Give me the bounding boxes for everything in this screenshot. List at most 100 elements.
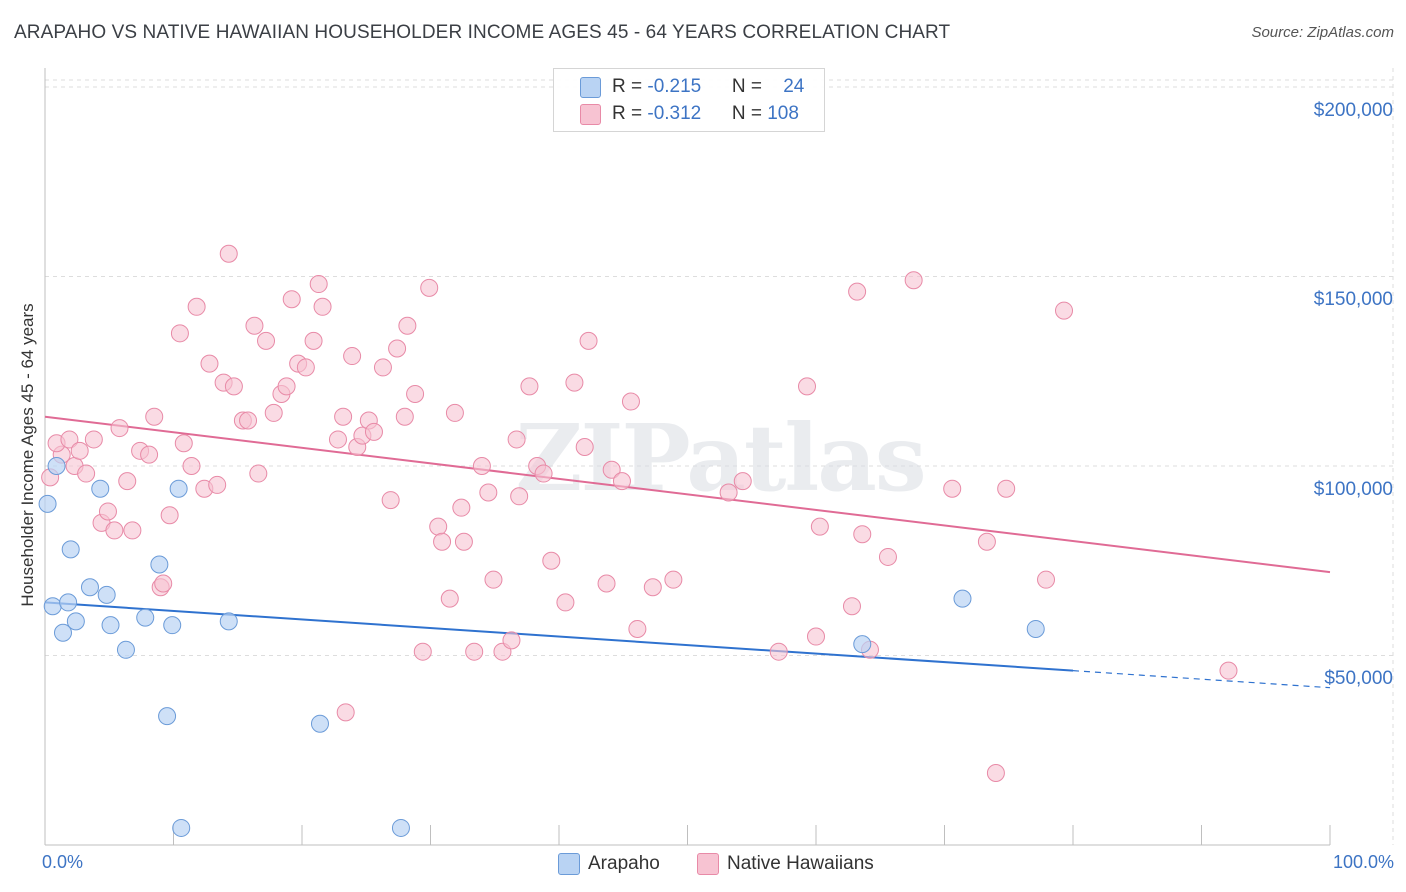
hawaiian-point bbox=[643, 578, 662, 597]
hawaiian-point bbox=[264, 403, 283, 422]
hawaiian-point bbox=[853, 525, 872, 544]
hawaiian-point bbox=[160, 506, 179, 525]
arapaho-point bbox=[169, 479, 188, 498]
hawaiian-point bbox=[304, 331, 323, 350]
trend-line-arapaho-extension bbox=[1072, 670, 1331, 689]
hawaiian-point bbox=[257, 331, 276, 350]
arapaho-legend-label: Arapaho bbox=[588, 853, 660, 874]
hawaiian-point bbox=[597, 574, 616, 593]
arapaho-point bbox=[219, 612, 238, 631]
hawaiian-point bbox=[807, 627, 825, 646]
hawaiian-point bbox=[105, 521, 124, 540]
hawaiian-point bbox=[84, 430, 103, 449]
hawaiian-point bbox=[413, 642, 432, 661]
hawaiian-point bbox=[465, 642, 484, 661]
x-tick-label-max: 100.0% bbox=[1332, 852, 1394, 872]
hawaiian-point bbox=[628, 619, 647, 638]
arapaho-legend-swatch bbox=[558, 853, 580, 875]
y-tick-label: $150,000 bbox=[1313, 289, 1393, 311]
hawaiian-point bbox=[277, 377, 296, 396]
hawaiian-r-label: R = bbox=[612, 103, 648, 124]
hawaiian-point bbox=[381, 491, 400, 510]
hawaiian-point bbox=[187, 297, 206, 316]
hawaiian-point bbox=[174, 434, 193, 453]
hawaiian-point bbox=[848, 282, 867, 301]
trend-lines bbox=[44, 415, 1331, 689]
source-label: Source: ZipAtlas.com bbox=[1251, 24, 1394, 41]
hawaiian-point bbox=[200, 354, 219, 373]
hawaiian-point bbox=[542, 551, 561, 570]
correlation-legend: R = -0.215 N = 24 R = -0.312 N = 108 bbox=[553, 68, 825, 132]
hawaiian-point bbox=[398, 316, 417, 335]
hawaiian-point bbox=[282, 290, 301, 309]
data-points bbox=[38, 244, 1238, 837]
arapaho-point bbox=[391, 818, 410, 837]
hawaiian-point bbox=[472, 456, 491, 475]
arapaho-point bbox=[172, 818, 191, 837]
arapaho-point bbox=[59, 593, 78, 612]
hawaiian-point bbox=[977, 532, 996, 551]
hawaiian-point bbox=[502, 631, 521, 650]
arapaho-point bbox=[853, 635, 872, 654]
hawaiian-point bbox=[420, 278, 439, 297]
hawaiian-point bbox=[575, 438, 594, 457]
hawaiian-n-value: 108 bbox=[767, 103, 799, 124]
arapaho-r-value: -0.215 bbox=[647, 76, 702, 97]
hawaiian-point bbox=[733, 472, 752, 491]
hawaiian-point bbox=[395, 407, 414, 426]
watermark: ZIPatlas bbox=[515, 404, 924, 512]
hawaiian-point bbox=[98, 502, 117, 521]
hawaiian-point bbox=[534, 464, 553, 483]
hawaiian-r-value: -0.312 bbox=[647, 103, 702, 124]
hawaiian-n-label: N = bbox=[731, 103, 768, 124]
hawaiian-point bbox=[239, 411, 258, 430]
hawaiian-point bbox=[798, 377, 817, 396]
arapaho-r-label: R = bbox=[612, 76, 648, 97]
arapaho-point bbox=[53, 623, 72, 642]
arapaho-n-value: 24 bbox=[783, 76, 805, 97]
hawaiian-point bbox=[406, 384, 425, 403]
hawaiian-point bbox=[612, 472, 631, 491]
hawaiian-point bbox=[810, 517, 829, 536]
hawaiian-point bbox=[579, 331, 598, 350]
arapaho-point bbox=[1026, 619, 1045, 638]
hawaiian-point bbox=[878, 547, 897, 566]
hawaiian-point bbox=[328, 430, 347, 449]
arapaho-point bbox=[43, 597, 62, 616]
hawaiian-point bbox=[60, 430, 79, 449]
y-tick-label: $200,000 bbox=[1313, 99, 1393, 121]
arapaho-n-label: N = bbox=[731, 76, 768, 97]
hawaiian-point bbox=[313, 297, 332, 316]
hawaiian-point bbox=[219, 244, 238, 263]
arapaho-point bbox=[310, 714, 329, 733]
hawaiian-point bbox=[429, 517, 448, 536]
trend-line-arapaho bbox=[44, 601, 1074, 672]
hawaiian-swatch bbox=[580, 104, 601, 125]
hawaiian-point bbox=[343, 347, 362, 366]
hawaiian-point bbox=[70, 441, 89, 460]
arapaho-point bbox=[150, 555, 169, 574]
arapaho-point bbox=[91, 479, 110, 498]
hawaiian-point bbox=[1037, 570, 1056, 589]
arapaho-point bbox=[66, 612, 85, 631]
y-tick-label: $100,000 bbox=[1313, 478, 1393, 500]
hawaiian-point bbox=[118, 472, 137, 491]
hawaiian-point bbox=[170, 324, 189, 343]
hawaiian-legend-label: Native Hawaiians bbox=[727, 853, 874, 874]
arapaho-point bbox=[97, 585, 116, 604]
arapaho-point bbox=[116, 640, 135, 659]
hawaiian-point bbox=[145, 407, 164, 426]
hawaiian-point bbox=[208, 475, 227, 494]
hawaiian-point bbox=[388, 339, 407, 358]
hawaiian-point bbox=[123, 521, 142, 540]
hawaiian-point bbox=[182, 456, 201, 475]
hawaiian-point bbox=[454, 532, 473, 551]
arapaho-point bbox=[61, 540, 80, 559]
hawaiian-point bbox=[1055, 301, 1074, 320]
y-tick-label: $50,000 bbox=[1324, 668, 1393, 690]
arapaho-point bbox=[38, 494, 57, 513]
trend-line-hawaiian bbox=[44, 415, 1331, 574]
hawaiian-point bbox=[1219, 661, 1238, 680]
axes bbox=[44, 68, 1331, 846]
